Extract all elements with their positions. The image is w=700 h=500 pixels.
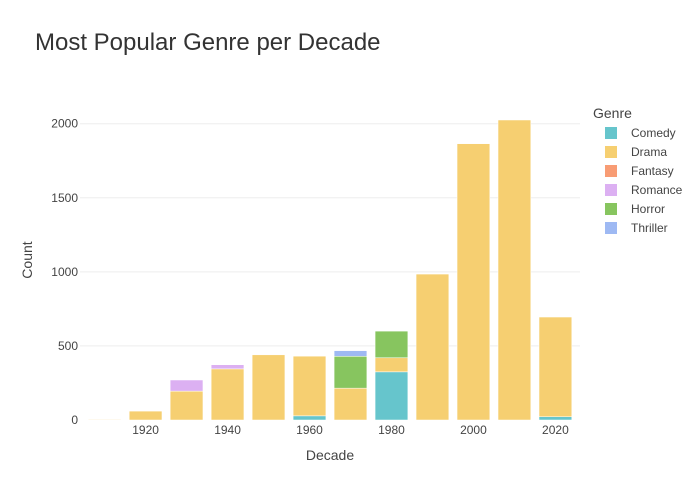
- bar-comedy-1960: [292, 415, 327, 421]
- bar-drama-1920: [128, 410, 163, 421]
- legend-label: Comedy: [631, 126, 676, 140]
- legend-title: Genre: [593, 105, 632, 121]
- bar-thriller-1970: [333, 350, 368, 357]
- bar-drama-1990: [415, 273, 450, 421]
- bar-horror-1980: [374, 330, 409, 359]
- y-tick-label: 0: [71, 413, 78, 427]
- x-tick-label: 2020: [542, 423, 569, 437]
- legend-item-thriller[interactable]: Thriller: [605, 221, 668, 235]
- bar-comedy-2020: [538, 416, 573, 421]
- legend-item-drama[interactable]: Drama: [605, 145, 667, 159]
- legend-swatch: [605, 222, 617, 234]
- legend: Genre Comedy Drama Fantasy Romance Horror Thr…: [593, 105, 683, 235]
- bar-drama-1930: [169, 390, 204, 421]
- bar-drama-2010: [497, 119, 532, 421]
- x-tick-label: 1940: [214, 423, 241, 437]
- x-tick-label: 1980: [378, 423, 405, 437]
- bar-drama-2000: [456, 143, 491, 421]
- y-tick-label: 1000: [51, 265, 78, 279]
- x-tick-label: 2000: [460, 423, 487, 437]
- bar-drama-1960: [292, 355, 327, 417]
- bar-drama-1910: [87, 419, 122, 421]
- bar-drama-1950: [251, 354, 286, 421]
- legend-swatch: [605, 127, 617, 139]
- legend-label: Romance: [631, 183, 683, 197]
- legend-label: Drama: [631, 145, 667, 159]
- bar-comedy-1980: [374, 371, 409, 421]
- legend-item-romance[interactable]: Romance: [605, 183, 683, 197]
- bar-drama-1970: [333, 387, 368, 421]
- legend-swatch: [605, 203, 617, 215]
- legend-label: Thriller: [631, 221, 668, 235]
- legend-swatch: [605, 146, 617, 158]
- x-axis-ticks: 1920 1940 1960 1980 2000 2020: [132, 423, 569, 437]
- legend-label: Fantasy: [631, 164, 674, 178]
- chart-title: Most Popular Genre per Decade: [35, 29, 381, 56]
- legend-swatch: [605, 184, 617, 196]
- x-tick-label: 1920: [132, 423, 159, 437]
- bars: [87, 119, 573, 421]
- bar-drama-2020: [538, 316, 573, 417]
- y-tick-label: 2000: [51, 117, 78, 131]
- legend-item-horror[interactable]: Horror: [605, 202, 665, 216]
- x-tick-label: 1960: [296, 423, 323, 437]
- bar-romance-1930: [169, 379, 204, 392]
- y-tick-label: 1500: [51, 191, 78, 205]
- bar-drama-1980: [374, 357, 409, 373]
- y-tick-label: 500: [58, 339, 78, 353]
- bar-drama-1940: [210, 368, 245, 421]
- x-axis-title: Decade: [306, 447, 354, 463]
- legend-item-fantasy[interactable]: Fantasy: [605, 164, 674, 178]
- legend-label: Horror: [631, 202, 665, 216]
- y-axis-ticks: 0 500 1000 1500 2000: [51, 117, 78, 427]
- bar-romance-1940: [210, 364, 245, 370]
- bar-horror-1970: [333, 356, 368, 389]
- legend-item-comedy[interactable]: Comedy: [605, 126, 676, 140]
- gridlines: [80, 123, 580, 347]
- legend-swatch: [605, 165, 617, 177]
- y-axis-title: Count: [19, 241, 35, 278]
